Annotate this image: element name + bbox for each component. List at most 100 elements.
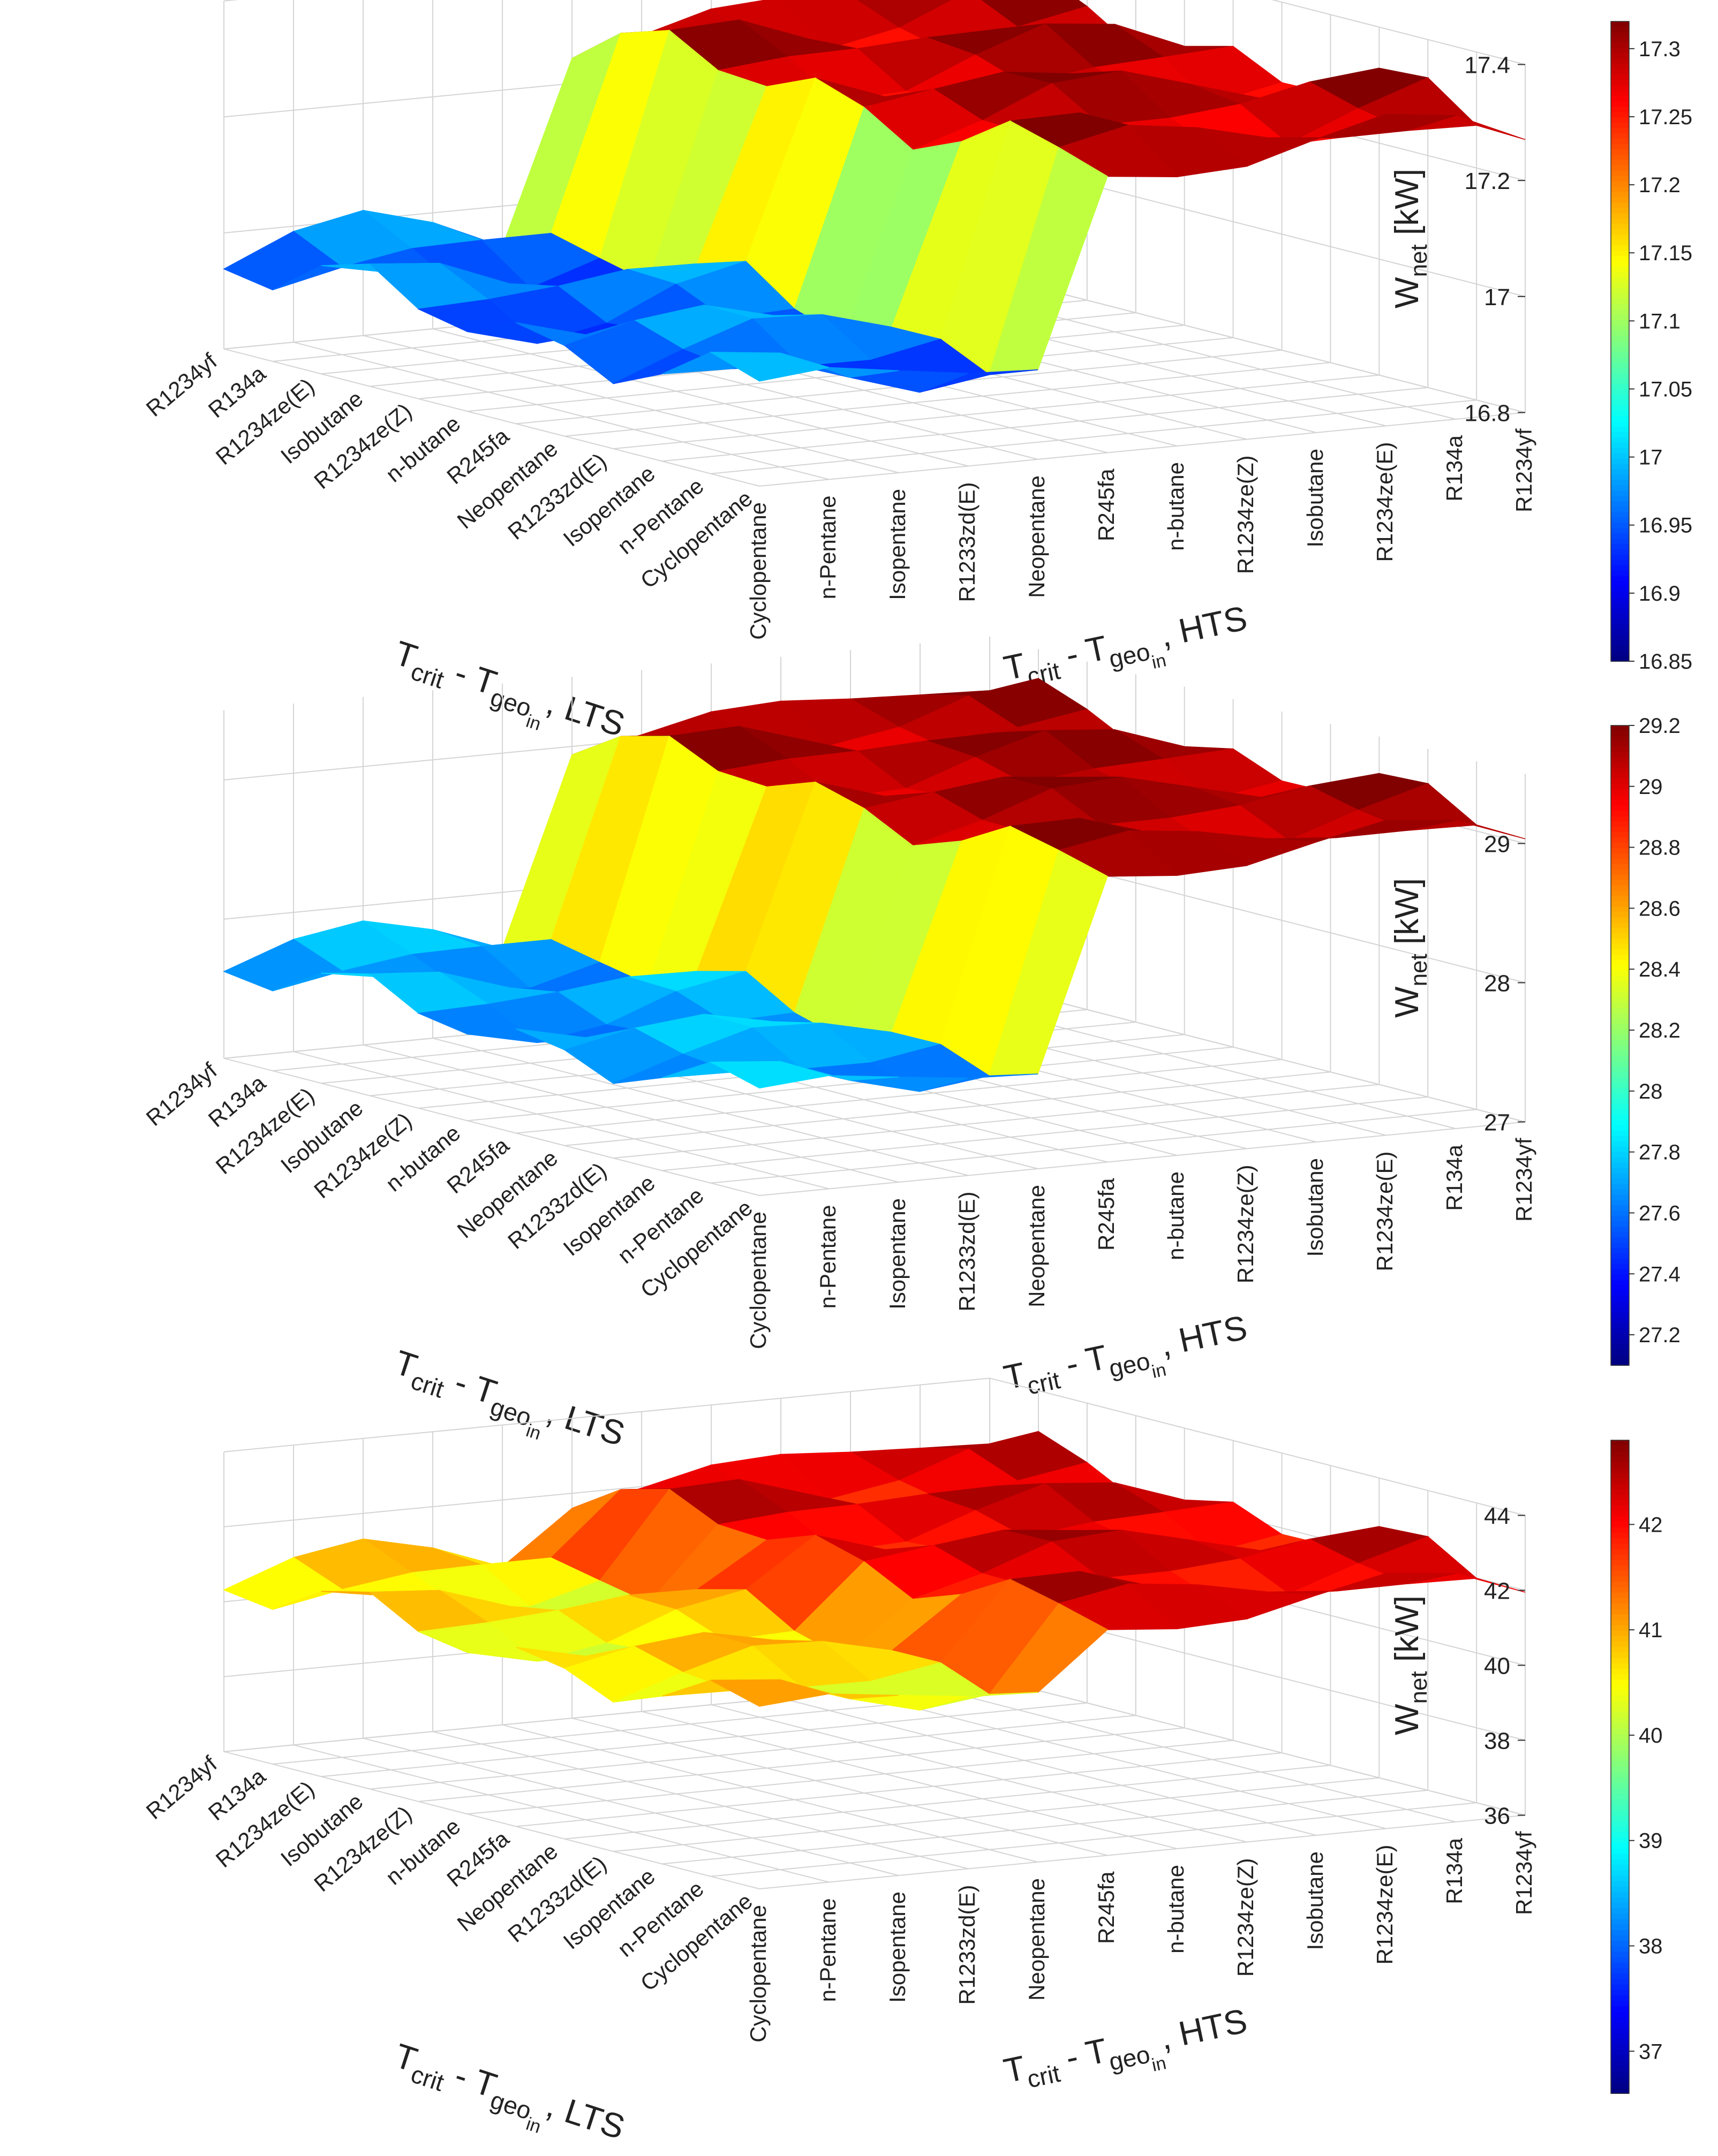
colorbar-segment [1611, 501, 1629, 508]
colorbar-segment [1611, 107, 1629, 113]
colorbar-segment [1611, 389, 1629, 396]
axis-title-T: T [1000, 2048, 1029, 2091]
colorbar-segment [1611, 1576, 1629, 1583]
colorbar-segment [1611, 1478, 1629, 1485]
colorbar-segment [1611, 1799, 1629, 1806]
surface-patch [710, 1061, 830, 1089]
gridline-floor [363, 1737, 899, 1876]
colorbar-segment [1611, 602, 1629, 609]
colorbar-segment [1611, 624, 1629, 630]
gridline-floor [662, 1096, 1428, 1171]
colorbar-tick-label: 41 [1639, 1618, 1663, 1642]
z-label-main: W [1389, 1704, 1426, 1735]
gridline-floor [564, 362, 1331, 437]
colorbar-segment [1611, 1511, 1629, 1517]
colorbar-segment [1611, 400, 1629, 406]
colorbar-segment [1611, 2066, 1629, 2072]
colorbar-tick-label: 27.4 [1639, 1262, 1681, 1286]
colorbar-segment [1611, 437, 1629, 443]
colorbar-segment [1611, 1473, 1629, 1479]
colorbar-segment [1611, 1349, 1629, 1356]
colorbar-segment [1611, 197, 1629, 203]
colorbar-segment [1611, 1560, 1629, 1566]
colorbar-segment [1611, 1794, 1629, 1800]
colorbar-segment [1611, 1462, 1629, 1468]
axis-title-dash: - T [1053, 2031, 1111, 2079]
colorbar-segment [1611, 1109, 1629, 1115]
colorbar-segment [1611, 1859, 1629, 1865]
colorbar-segment [1611, 613, 1629, 619]
y-tick-label: R1234yf [1511, 1138, 1536, 1222]
colorbar-segment [1611, 379, 1629, 385]
gridline-floor [467, 1046, 1233, 1122]
y-axis: Cyclopentane n-Pentane Isopentane R1233zd(E… [745, 1831, 1536, 2093]
colorbar-segment [1611, 570, 1629, 577]
colorbar-segment [1611, 1908, 1629, 1915]
colorbar-segment [1611, 1707, 1629, 1713]
colorbar-segment [1611, 565, 1629, 571]
colorbar-segment [1611, 768, 1629, 774]
colorbar-segment [1611, 1045, 1629, 1051]
colorbar-segment [1611, 272, 1629, 278]
colorbar-tick-label: 17.3 [1639, 37, 1681, 61]
z-tick-label: 38 [1484, 1728, 1510, 1754]
z-label-unit: [kW] [1389, 878, 1426, 954]
colorbar-segment [1611, 528, 1629, 534]
z-label-main: W [1389, 986, 1426, 1018]
colorbar-tick-label: 17.15 [1639, 241, 1692, 265]
colorbar-segment [1611, 1013, 1629, 1019]
gridline-floor [780, 1697, 1317, 1836]
gridline-floor [662, 1789, 1428, 1865]
gridline-floor [516, 1752, 1282, 1827]
colorbar-segment [1611, 1609, 1629, 1615]
y-tick-label: R245fa [1094, 468, 1119, 541]
colorbar-segment [1611, 992, 1629, 998]
gridline-floor [564, 1765, 1331, 1840]
colorbar-segment [1611, 1008, 1629, 1014]
surface [223, 1431, 1526, 1711]
colorbar-segment [1611, 2001, 1629, 2007]
colorbar-tick-label: 29 [1639, 775, 1663, 799]
colorbar-segment [1611, 1114, 1629, 1121]
colorbar-segment [1611, 261, 1629, 268]
z-tick-label: 16.8 [1464, 400, 1510, 427]
colorbar-segment [1611, 1989, 1629, 1996]
colorbar-segment [1611, 656, 1629, 662]
colorbar-segment [1611, 1826, 1629, 1833]
colorbar-segment [1611, 405, 1629, 411]
colorbar-segment [1611, 1306, 1629, 1313]
z-tick-label: 29 [1484, 831, 1510, 858]
gridline-floor [370, 1715, 1136, 1790]
colorbar-segment [1611, 170, 1629, 177]
gridline-floor [759, 1814, 1526, 1889]
colorbar-tick-label: 37 [1639, 2040, 1663, 2063]
colorbar-tick-label: 16.9 [1639, 582, 1681, 606]
axis-title-suffix: , LTS [542, 683, 629, 744]
z-tick-label: 28 [1484, 971, 1510, 997]
colorbar-segment [1611, 1718, 1629, 1724]
colorbar-segment [1611, 1783, 1629, 1789]
colorbar-segment [1611, 213, 1629, 220]
gridline-floor [502, 1724, 1038, 1863]
colorbar-segment [1611, 1104, 1629, 1110]
y-tick-label: n-Pentane [815, 1205, 840, 1309]
colorbar-segment [1611, 1242, 1629, 1249]
colorbar-segment [1611, 1652, 1629, 1659]
colorbar-tick-label: 28.6 [1639, 897, 1681, 920]
colorbar-segment [1611, 1625, 1629, 1631]
gridline-floor [711, 1109, 1477, 1184]
colorbar-segment [1611, 1886, 1629, 1893]
colorbar-segment [1611, 415, 1629, 422]
colorbar-segment [1611, 730, 1629, 737]
colorbar: 37 38 39 40 41 42 [1610, 1440, 1663, 2094]
colorbar-segment [1611, 336, 1629, 342]
colorbar-segment [1611, 928, 1629, 934]
y-tick-label: R134a [1442, 435, 1467, 501]
y-tick-label: R1234ze(E) [1372, 1152, 1397, 1272]
colorbar-segment [1611, 1312, 1629, 1318]
colorbar-segment [1611, 1024, 1629, 1030]
gridline-floor [711, 399, 1477, 474]
colorbar-segment [1611, 1237, 1629, 1243]
colorbar-segment [1611, 64, 1629, 70]
